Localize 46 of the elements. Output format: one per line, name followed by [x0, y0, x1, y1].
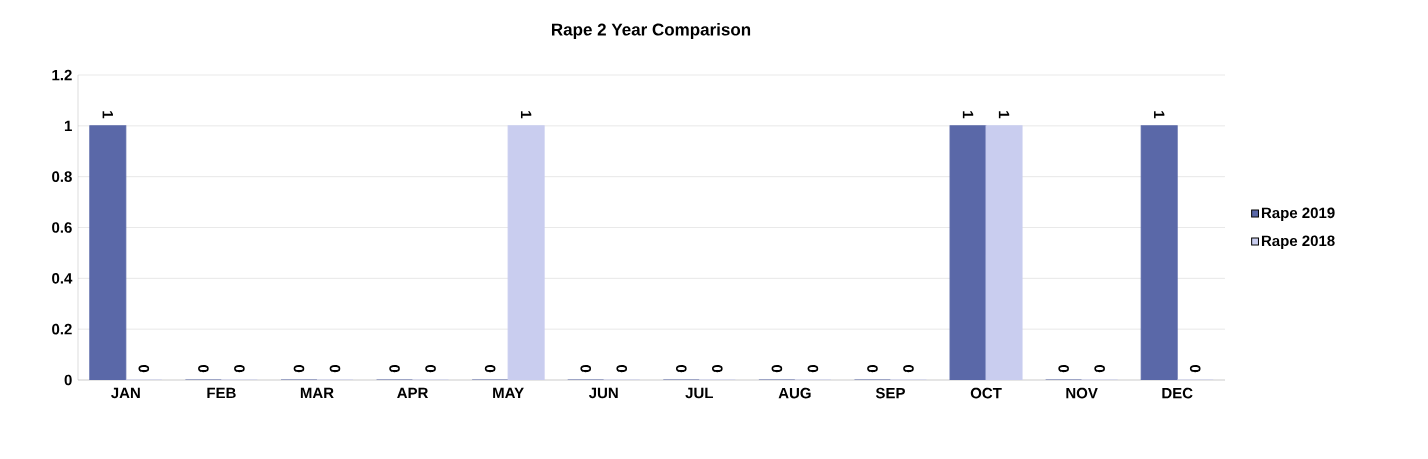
data-label: 0	[198, 365, 209, 373]
data-label: 0	[711, 365, 723, 373]
data-label: 0	[675, 365, 687, 373]
data-label: 0	[616, 365, 628, 373]
x-tick-label: APR	[397, 387, 429, 399]
data-label: 0	[1058, 365, 1069, 373]
data-label: 0	[329, 365, 341, 373]
x-tick-label: JUN	[588, 387, 618, 399]
data-label: 0	[1094, 365, 1105, 373]
x-tick-label: OCT	[970, 387, 1002, 399]
x-tick-label: SEP	[875, 387, 905, 399]
y-tick-label: 1	[64, 120, 72, 131]
y-tick-label: 0.6	[52, 222, 72, 233]
data-label: 0	[771, 365, 783, 373]
legend-label: Rape 2019	[1261, 207, 1335, 222]
data-label: 0	[903, 365, 914, 373]
y-tick-label: 0.4	[52, 273, 73, 284]
x-tick-label: FEB	[207, 387, 236, 399]
data-label: 0	[389, 365, 400, 373]
data-label: 0	[484, 365, 496, 373]
data-label: 0	[867, 365, 878, 373]
x-tick-label: NOV	[1066, 387, 1098, 399]
x-tick-label: MAR	[300, 387, 334, 399]
y-tick-label: 0.2	[52, 323, 72, 335]
data-label: 0	[293, 365, 305, 373]
data-label: 0	[1189, 365, 1201, 373]
data-label: 1	[998, 111, 1010, 119]
data-label: 0	[138, 365, 150, 373]
x-tick-label: AUG	[778, 387, 811, 399]
data-label: 1	[520, 111, 532, 119]
x-tick-label: JUL	[685, 387, 713, 399]
legend-label: Rape 2018	[1261, 235, 1335, 250]
x-tick-label: JAN	[111, 387, 140, 399]
data-label: 0	[580, 365, 592, 373]
data-label: 0	[234, 365, 245, 373]
x-tick-label: MAY	[493, 387, 524, 399]
y-tick-label: 0	[64, 374, 72, 386]
chart-title: Rape 2 Year Comparison	[552, 23, 751, 39]
y-tick-label: 0.8	[52, 171, 72, 182]
data-label: 1	[962, 111, 974, 119]
data-label: 1	[1154, 111, 1165, 119]
data-label: 1	[102, 111, 113, 119]
y-tick-label: 1.2	[52, 69, 72, 81]
data-label: 0	[807, 365, 819, 373]
x-tick-label: DEC	[1162, 387, 1193, 399]
data-label: 0	[425, 365, 436, 373]
